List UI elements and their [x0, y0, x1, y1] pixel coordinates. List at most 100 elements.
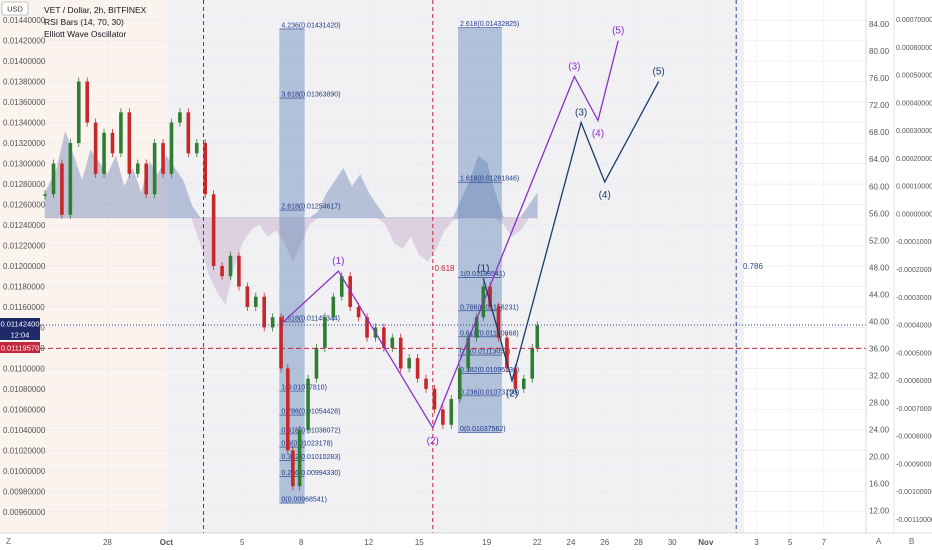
left-axis-tick: 0.01400000 [3, 57, 46, 66]
pre-range-shading [0, 0, 168, 533]
oscillator-axis-tick: -0.00050000 [896, 350, 932, 357]
ewo-legend[interactable]: Elliott Wave Oscillator [44, 29, 127, 39]
candle-body [496, 306, 501, 338]
ratio-annotation: 0.786 [743, 262, 764, 271]
post-range-shading [168, 0, 744, 533]
current-price-badge: 0.01142400 12:04 [0, 318, 40, 340]
left-axis-tick: 0.00960000 [3, 508, 46, 517]
time-axis-panel[interactable] [0, 533, 932, 550]
level-price-badge: 0.01119570 [0, 342, 40, 353]
currency-label: USD [7, 5, 23, 14]
oscillator-axis-tick: -0.00100000 [896, 489, 932, 496]
oscillator-axis-tick: 0.00040000 [896, 100, 932, 107]
candle-body [102, 132, 106, 174]
ratio-annotation: 0.618 [434, 264, 455, 273]
rsi-axis-tick: 48.00 [869, 263, 890, 272]
candle-body [43, 194, 47, 196]
marker-lines: 0.618 0.786 [40, 0, 932, 533]
chart-legend: VET / Dollar, 2h, BITFINEX RSI Bars (14,… [44, 5, 147, 39]
rsi-axis-tick: 12.00 [869, 507, 890, 516]
candle-body [398, 337, 403, 369]
wave-label: (3) [575, 108, 587, 119]
time-axis-tick: 12 [364, 538, 373, 547]
currency-badge[interactable]: USD [1, 1, 29, 16]
fib-level-label: 0(0.01037562) [460, 426, 506, 433]
candle-body [93, 122, 98, 174]
fib-level-label: 0.5(0.01023178) [281, 441, 332, 448]
auto-scale-button[interactable]: A [876, 537, 882, 546]
rsi-axis-tick: 24.00 [869, 425, 890, 434]
candle-body [68, 143, 73, 215]
candle-body [339, 276, 344, 297]
candle-body [186, 112, 191, 154]
left-axis-tick: 0.01020000 [3, 446, 46, 455]
fib-box-left [279, 28, 305, 504]
right-axis-panel-1[interactable] [866, 0, 894, 533]
candle-body [365, 317, 369, 338]
rsi-axis-tick: 72.00 [869, 101, 890, 110]
fib-level-label: 1.618(0.01281846) [460, 176, 519, 183]
candle-body [457, 368, 462, 400]
left-axis-tick: 0.01360000 [3, 98, 46, 107]
countdown-value: 12:04 [11, 331, 30, 340]
candle-body [449, 399, 454, 425]
current-price-value: 0.01142400 [0, 320, 39, 329]
left-axis-tick: 0.01100000 [3, 364, 45, 373]
left-axis-tick: 0.01280000 [3, 180, 46, 189]
rsi-axis-tick: 80.00 [869, 47, 890, 56]
oscillator-axis-tick: -0.00060000 [896, 378, 932, 385]
candle-body [127, 112, 132, 174]
oscillator-axis-tick: 0.00030000 [896, 128, 932, 135]
future-area [744, 0, 866, 533]
rsi-axis-tick: 64.00 [869, 155, 890, 164]
wave-label: (3) [568, 61, 580, 72]
time-axis-tick: 7 [822, 538, 827, 547]
candle-body [220, 265, 224, 277]
oscillator-axis-tick: -0.00070000 [896, 406, 932, 413]
left-axis-tick: 0.01260000 [3, 201, 46, 210]
zoom-reset-button[interactable]: Z [6, 537, 11, 546]
oscillator-axis-tick: -0.00040000 [896, 323, 932, 330]
left-axis-tick: 0.01320000 [3, 139, 46, 148]
candle-body [178, 112, 182, 123]
candle-body [441, 409, 445, 425]
candle-body [513, 368, 518, 389]
candle-body [356, 306, 361, 318]
oscillator-axis-tick: -0.00020000 [896, 267, 932, 274]
candle-body [194, 143, 199, 154]
wave-label: (1) [477, 263, 489, 274]
oscillator-axis-tick: 0.00070000 [896, 17, 932, 24]
oscillator-axis-tick: 0.00010000 [896, 184, 932, 191]
fib-level-label: 0.5(0.01113051) [460, 349, 510, 356]
left-axis-tick: 0.01240000 [3, 221, 46, 230]
candle-body [110, 132, 115, 154]
fib-level-label: 2.618(0.01432825) [460, 21, 519, 28]
fibonacci-boxes[interactable]: 4.236(0.01431420) 3.618(0.01363890) 2.618(… [279, 21, 519, 504]
candle-body [203, 143, 207, 195]
wave-label: (4) [599, 190, 611, 201]
time-axis-tick: 28 [103, 538, 112, 547]
log-scale-button[interactable]: B [909, 537, 914, 546]
rsi-bars-legend[interactable]: RSI Bars (14, 70, 30) [44, 17, 124, 27]
rsi-axis-tick: 40.00 [869, 317, 890, 326]
candle-body [279, 317, 283, 369]
candle-body [474, 317, 479, 338]
time-axis-tick: 24 [567, 538, 576, 547]
candle-body [135, 163, 140, 174]
fib-level-label: 0.786(0.01054428) [281, 409, 340, 416]
candle-body [488, 286, 492, 307]
time-axis-tick: Nov [698, 538, 714, 547]
left-axis-tick: 0.01440000 [3, 16, 46, 25]
candle-body [169, 122, 174, 174]
candle-body [466, 337, 470, 369]
candle-body [144, 163, 148, 195]
candle-body [331, 296, 336, 318]
right-axis-panel-2[interactable] [894, 0, 932, 533]
candle-body [228, 255, 233, 277]
wave-count-blue-path [482, 81, 660, 384]
candle-body [270, 317, 275, 328]
elliott-wave-counts[interactable]: (1) (2) (3) (4) (5) (1) (2) (3) (4) (5) [282, 26, 665, 447]
oscillator-axis-tick: -0.00010000 [896, 239, 932, 246]
symbol-title[interactable]: VET / Dollar, 2h, BITFINEX [44, 5, 147, 15]
